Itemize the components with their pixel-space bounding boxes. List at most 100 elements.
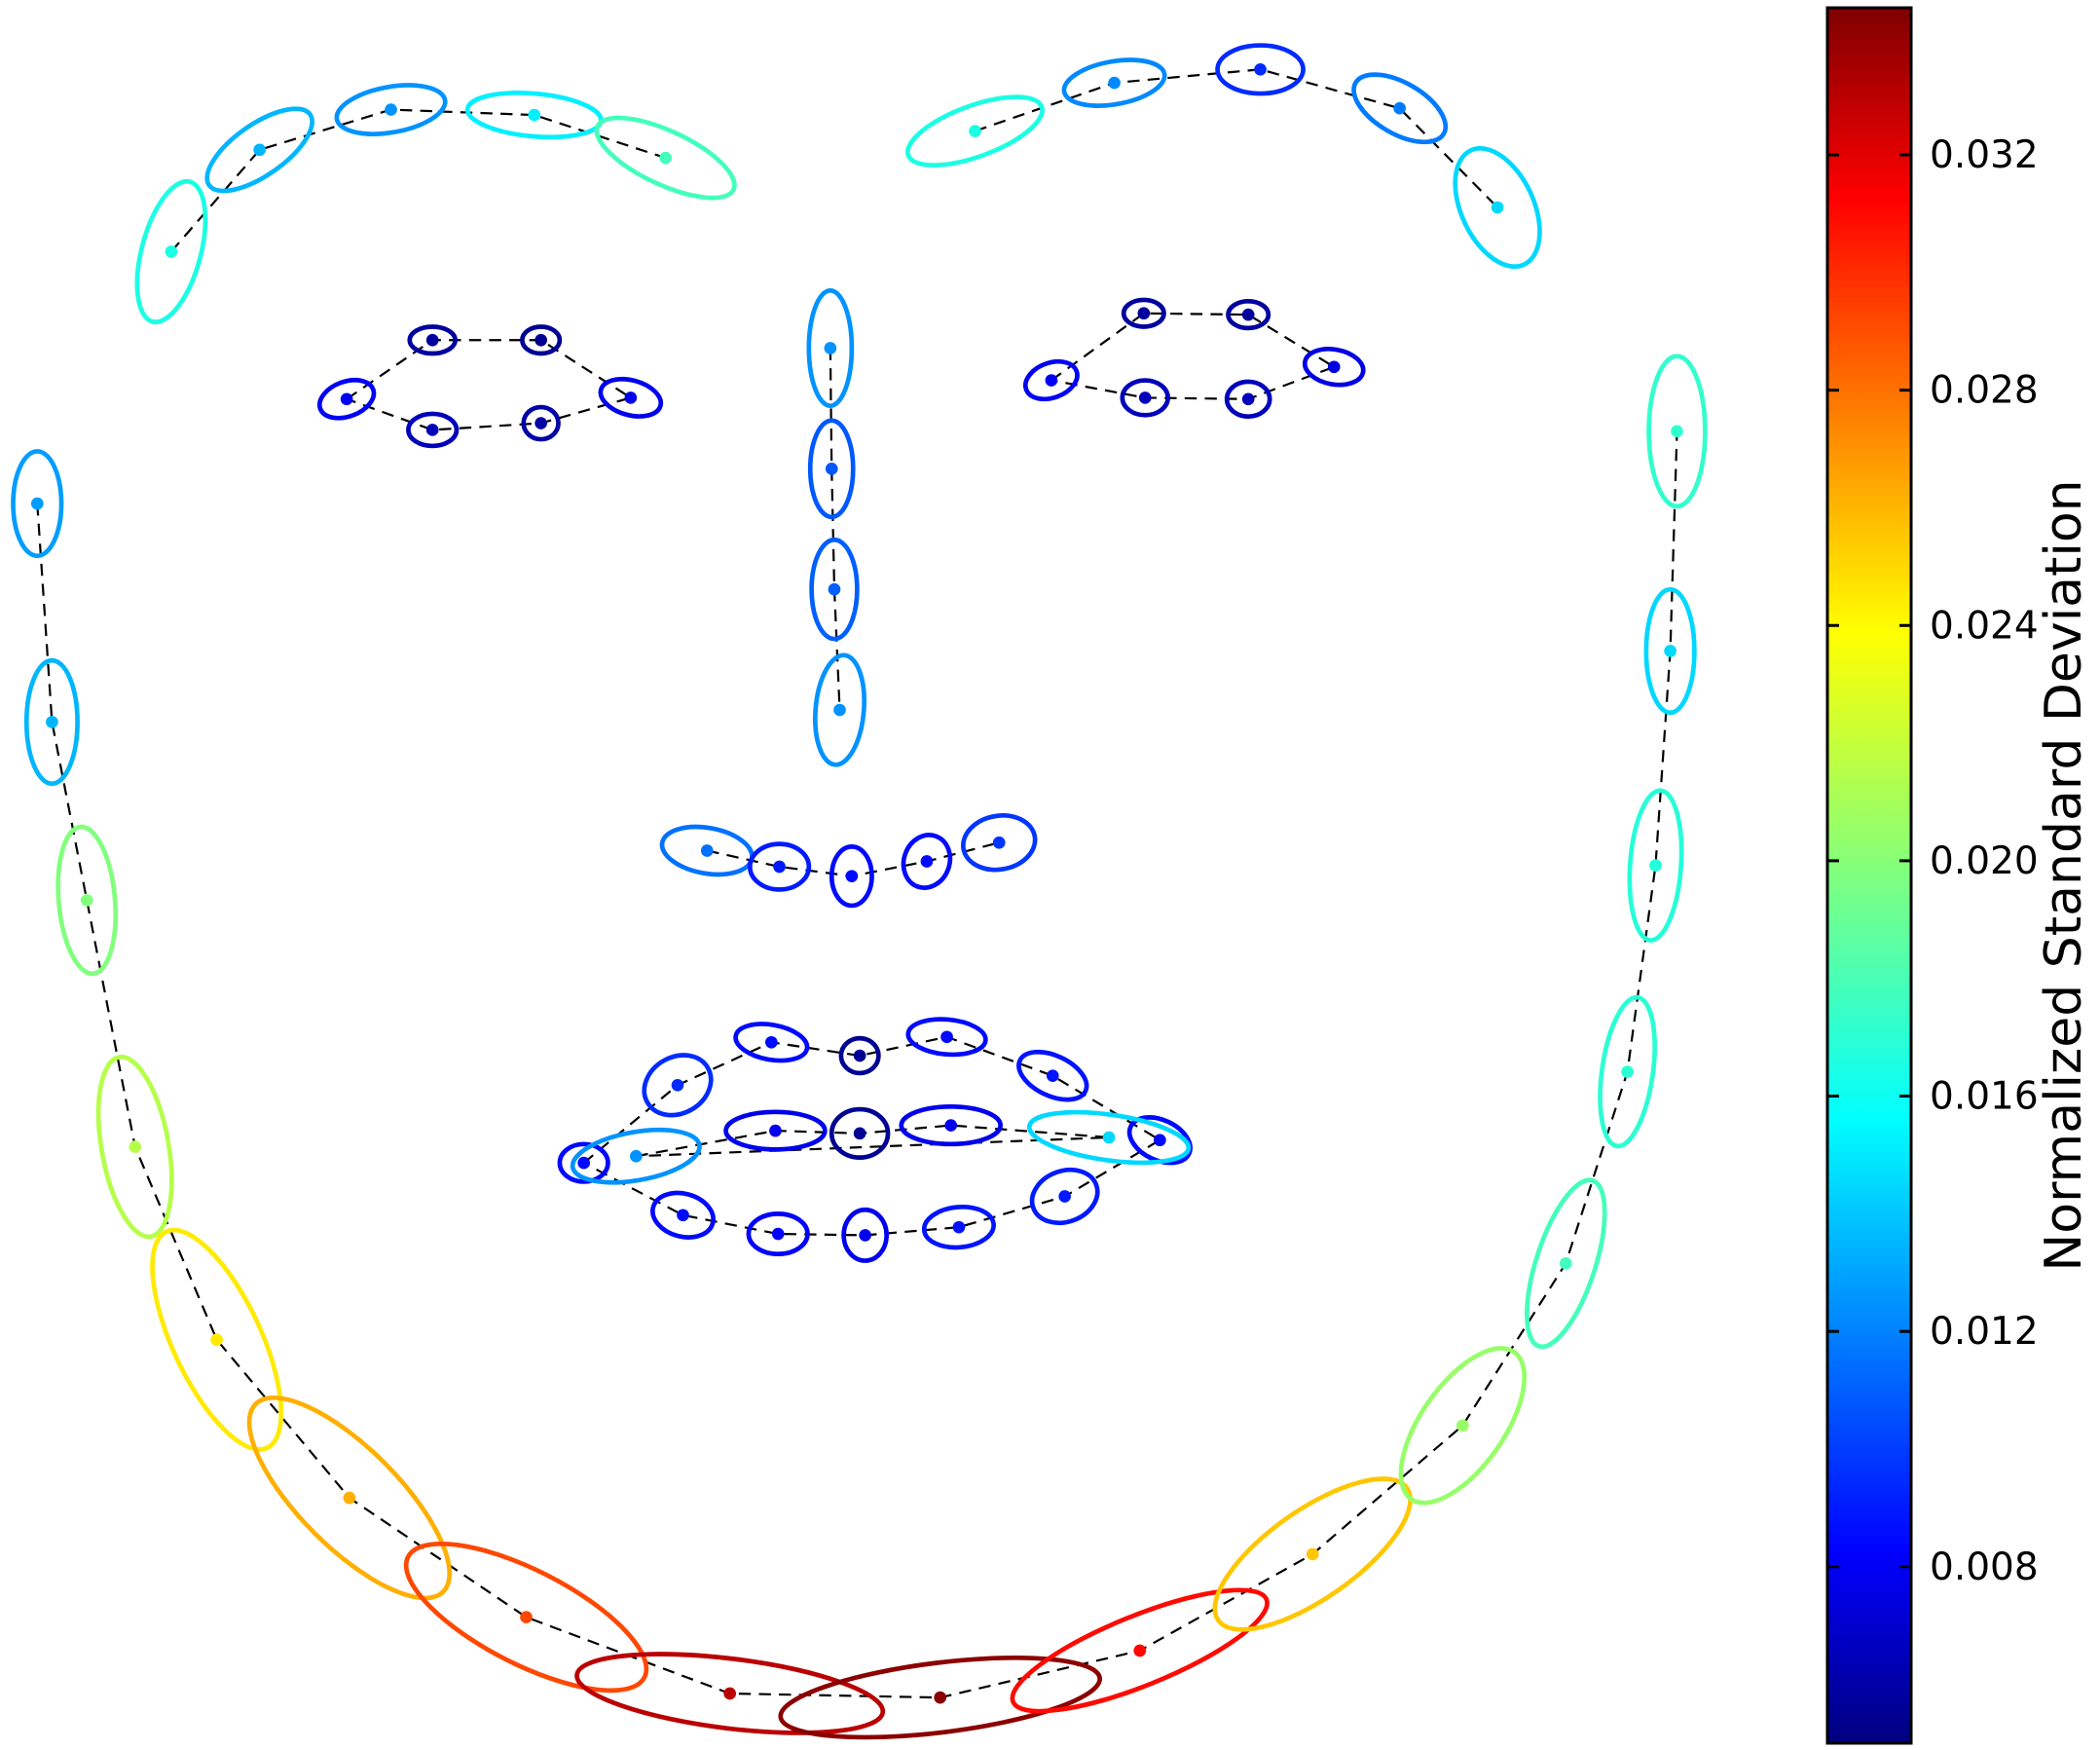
left-eye-point-3 <box>534 333 547 347</box>
left-eyebrow-point-2 <box>253 143 267 157</box>
right-eye-point-6 <box>1138 391 1152 404</box>
left-eyebrow-ellipse-3 <box>334 83 448 136</box>
jaw-point-15 <box>1649 859 1662 872</box>
right-eye-ellipse-5 <box>1224 379 1272 420</box>
jaw-ellipse-17 <box>1646 354 1708 509</box>
left-eye-ellipse-4 <box>598 376 664 419</box>
inner-lip-point-5 <box>1102 1131 1116 1144</box>
outer-lip-ellipse-5 <box>905 1017 988 1058</box>
jaw-ellipse-12 <box>1398 1346 1528 1506</box>
inner-lip-connector <box>636 1124 1110 1158</box>
right-eye-ellipse-2 <box>1121 297 1166 329</box>
colorbar-tick-label: 0.020 <box>1930 839 2039 883</box>
colorbar-ticks: 0.008 0.012 0.016 0.020 0.024 0.028 0.032 <box>1827 133 2039 1589</box>
right-eye-point-2 <box>1137 307 1151 320</box>
outer-lip-ellipse-1 <box>557 1141 610 1184</box>
inner-lip-ellipse-2 <box>723 1109 828 1152</box>
nose-bridge-point-3 <box>828 582 841 596</box>
nose-bridge-point-4 <box>833 703 846 717</box>
outer-lip-ellipse-6 <box>1016 1049 1089 1102</box>
jaw-ellipse-8 <box>574 1652 886 1735</box>
jaw-point-7 <box>520 1611 533 1623</box>
jaw-ellipse-10 <box>1010 1587 1270 1714</box>
jaw-ellipse-14 <box>1598 994 1657 1149</box>
nose-bridge-point-2 <box>825 463 838 475</box>
colorbar-gradient <box>1825 6 1913 1745</box>
colorbar-tick-label: 0.032 <box>1930 133 2039 177</box>
nose-bridge-ellipse-4 <box>812 652 866 767</box>
left-eyebrow-point-3 <box>385 103 397 116</box>
right-eyebrow-ellipse-2 <box>1061 57 1167 108</box>
inner-lip-ellipse-4 <box>899 1103 1003 1147</box>
outer-lip-point-6 <box>1046 1069 1059 1083</box>
right-eyebrow-ellipse-1 <box>905 94 1045 168</box>
jaw-point-11 <box>1306 1547 1319 1561</box>
colorbar-tick-label: 0.028 <box>1930 369 2039 413</box>
colorbar-tick-label: 0.024 <box>1930 604 2039 648</box>
jaw-point-4 <box>129 1140 142 1153</box>
right-eye-point-5 <box>1241 392 1255 406</box>
nose-bridge-ellipse-1 <box>806 287 855 409</box>
left-eyebrow-ellipse-5 <box>594 115 737 201</box>
right-eyebrow-ellipse-5 <box>1453 146 1542 270</box>
left-eye-point-2 <box>425 333 439 347</box>
jaw-point-14 <box>1621 1065 1634 1078</box>
jaw-ellipse-16 <box>1643 586 1697 716</box>
jaw-point-9 <box>934 1691 947 1704</box>
colorbar-tick-label: 0.016 <box>1930 1075 2039 1119</box>
jaw-ellipse-3 <box>55 824 119 977</box>
nose-base-ellipse-3 <box>829 844 874 909</box>
right-eyebrow-ellipse-4 <box>1351 72 1449 145</box>
jaw-point-5 <box>210 1333 223 1347</box>
outer-lip-point-10 <box>859 1229 871 1242</box>
plot-area <box>11 43 1708 1740</box>
outer-lip-ellipse-11 <box>746 1211 810 1257</box>
left-eye-point-6 <box>425 424 439 436</box>
landmark-points <box>30 62 1683 1704</box>
right-eye-point-1 <box>1045 374 1058 387</box>
outer-lip-point-2 <box>671 1078 684 1092</box>
left-eye-ellipse-5 <box>521 404 561 442</box>
nose-base-point-1 <box>700 844 714 857</box>
right-eye-point-4 <box>1327 360 1341 374</box>
jaw-point-16 <box>1664 645 1676 657</box>
nose-base-point-4 <box>920 855 934 868</box>
colorbar: 0.008 0.012 0.016 0.020 0.024 0.028 0.032 Norm… <box>1825 6 2093 1745</box>
outer-lip-point-12 <box>677 1209 689 1222</box>
jaw-ellipse-13 <box>1525 1177 1607 1350</box>
nose-base-ellipse-4 <box>901 833 953 890</box>
right-eye-ellipse-1 <box>1022 358 1080 402</box>
right-eyebrow-ellipse-3 <box>1215 43 1306 96</box>
left-eye-ellipse-2 <box>407 324 458 356</box>
left-eye-point-1 <box>340 392 353 406</box>
outer-lip-point-1 <box>577 1156 591 1170</box>
outer-lip-ellipse-4 <box>838 1035 881 1076</box>
outer-lip-ellipse-10 <box>841 1207 889 1263</box>
nose-bridge-connector <box>829 348 841 711</box>
outer-lip-ellipse-2 <box>642 1053 714 1118</box>
colorbar-label: Normalized Standard Deviation <box>2035 479 2093 1271</box>
right-eyebrow-point-5 <box>1491 201 1504 214</box>
outer-lip-point-3 <box>764 1035 778 1049</box>
jaw-point-10 <box>1133 1644 1147 1657</box>
right-eye-ellipse-3 <box>1226 299 1271 331</box>
jaw-point-3 <box>80 894 93 907</box>
outer-lip-ellipse-7 <box>1126 1115 1193 1166</box>
left-eye-ellipse-6 <box>406 411 460 449</box>
outer-lip-ellipse-3 <box>733 1022 810 1063</box>
jaw-point-2 <box>46 716 58 728</box>
nose-bridge-ellipse-3 <box>809 537 860 642</box>
outer-lip-ellipse-12 <box>650 1190 716 1240</box>
outer-lip-point-5 <box>940 1030 953 1044</box>
nose-base-ellipse-5 <box>961 813 1038 873</box>
jaw-ellipse-15 <box>1627 788 1684 943</box>
colorbar-tick-label: 0.012 <box>1930 1310 2039 1354</box>
jaw-connector <box>36 430 1678 1699</box>
outer-lip-point-11 <box>771 1227 785 1241</box>
inner-lip-ellipse-5 <box>1026 1109 1192 1166</box>
inner-lip-ellipse-3 <box>829 1106 891 1160</box>
inner-lip-ellipse-1 <box>570 1127 702 1185</box>
jaw-ellipse-1 <box>11 449 64 559</box>
outer-lip-point-8 <box>1058 1190 1071 1203</box>
